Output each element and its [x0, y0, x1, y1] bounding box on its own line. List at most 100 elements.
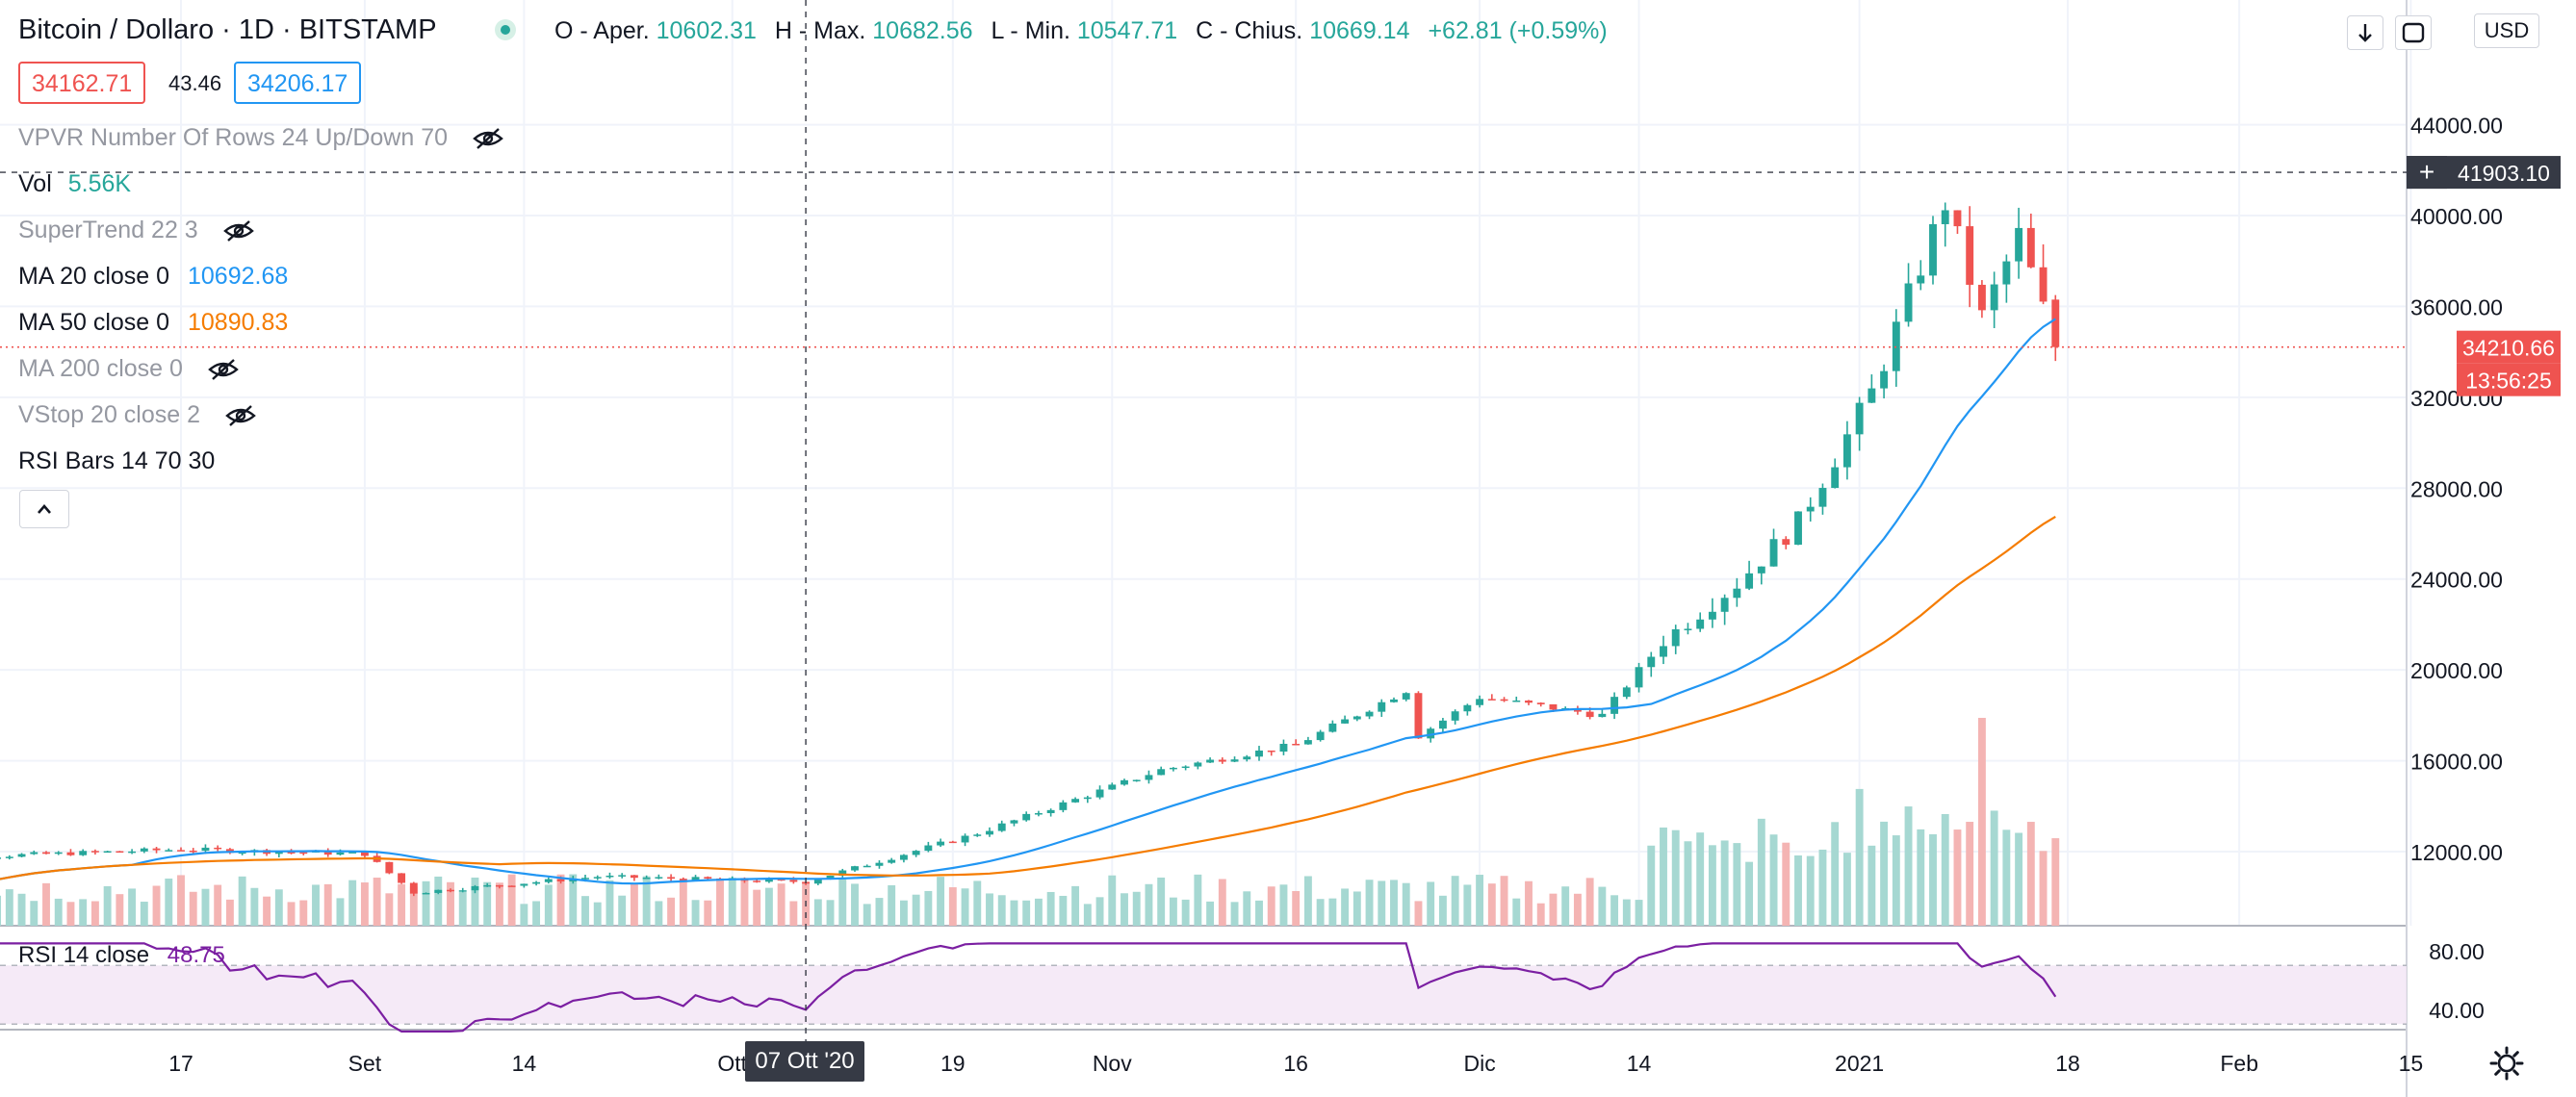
volume-bar [997, 895, 1006, 926]
candle [1769, 528, 1778, 567]
open-value: 10602.31 [656, 17, 757, 44]
volume-bar [471, 877, 479, 926]
volume-bar [2002, 829, 2011, 926]
eye-off-icon[interactable] [224, 404, 257, 427]
add-alert-box[interactable] [2407, 156, 2447, 190]
candle [630, 875, 638, 881]
candle [1647, 651, 1656, 677]
fullscreen-button[interactable] [2395, 15, 2432, 50]
currency-button[interactable]: USD [2474, 13, 2539, 48]
candle [1438, 717, 1447, 734]
candle [507, 885, 516, 887]
legend-vstop-label: VStop 20 close 2 [18, 401, 201, 428]
candle [458, 887, 467, 893]
volume-bar [201, 888, 210, 926]
symbol-title[interactable]: Bitcoin / Dollaro · 1D · BITSTAMP [18, 14, 437, 45]
legend-supertrend[interactable]: SuperTrend 22 3 [18, 214, 255, 246]
volume-bar [948, 887, 957, 926]
volume-bar [90, 901, 99, 926]
grid-lines [0, 0, 2412, 1097]
legend-vstop[interactable]: VStop 20 close 2 [18, 398, 257, 431]
collapse-legend-button[interactable] [19, 490, 69, 528]
legend-rsi-bars[interactable]: RSI Bars 14 70 30 [18, 445, 215, 477]
gear-icon[interactable] [2487, 1044, 2526, 1083]
volume-bar [605, 880, 614, 926]
high-value: 10682.56 [872, 17, 973, 44]
volume-bar [1966, 822, 1974, 926]
candle [1635, 662, 1643, 693]
candle [1610, 692, 1619, 720]
candle [1328, 720, 1337, 733]
candle [924, 841, 933, 853]
volume-bar [1402, 882, 1410, 926]
candle [66, 849, 75, 856]
candle [1733, 577, 1741, 607]
legend-supertrend-label: SuperTrend 22 3 [18, 217, 198, 243]
close-value: 10669.14 [1309, 17, 1410, 44]
rsi-legend[interactable]: RSI 14 close 48.75 [18, 942, 225, 969]
y-tick-label: 16000.00 [2410, 750, 2503, 775]
volume-bar [274, 889, 283, 926]
candle [1022, 811, 1031, 822]
crosshair [0, 0, 2407, 1041]
candle [1341, 715, 1350, 724]
volume-bar [1463, 884, 1472, 926]
candle [1831, 458, 1840, 489]
candle [899, 854, 908, 863]
legend-ma200[interactable]: MA 200 close 0 [18, 352, 240, 385]
price-axis[interactable]: 44000.0040000.0036000.0032000.0028000.00… [2407, 114, 2561, 1023]
volume-bar [986, 893, 993, 926]
candle [655, 874, 663, 880]
candle [274, 852, 283, 857]
candle [1303, 736, 1312, 745]
volume-bar [1977, 718, 1986, 926]
eye-off-icon[interactable] [472, 127, 504, 150]
volume-bar [1121, 893, 1128, 926]
volume-bar [1647, 845, 1656, 926]
candle [986, 827, 993, 837]
candle [1782, 536, 1790, 549]
buy-price-button[interactable]: 34206.17 [234, 62, 362, 104]
countdown-label: 13:56:25 [2465, 369, 2552, 394]
candle [1352, 715, 1361, 722]
candle [1463, 703, 1472, 716]
sell-price-button[interactable]: 34162.71 [18, 62, 146, 104]
legend-ma50[interactable]: MA 50 close 0 10890.83 [18, 306, 288, 339]
candle [1598, 709, 1607, 718]
volume-bar [838, 879, 847, 926]
volume-bar [1745, 861, 1754, 926]
legend-vpvr[interactable]: VPVR Number Of Rows 24 Up/Down 70 [18, 121, 504, 154]
volume-bar [1684, 841, 1692, 926]
candle [1671, 625, 1680, 654]
time-axis[interactable]: 17 Set 14 Ott 19 Nov 16 Dic 14 2021 18 Feb 15 [168, 1051, 2423, 1076]
candle [1267, 750, 1275, 756]
volume-bar [79, 899, 88, 926]
volume-bar [140, 902, 148, 926]
legend-vol-label: Vol [18, 170, 52, 197]
candle [189, 848, 197, 855]
volume-bar [1892, 835, 1900, 926]
volume-bar [1757, 818, 1765, 926]
volume-bar [409, 886, 418, 926]
y-tick-label: 20000.00 [2410, 658, 2503, 683]
eye-off-icon[interactable] [207, 358, 240, 381]
candle [1684, 623, 1692, 635]
plus-icon[interactable]: + [2419, 157, 2434, 187]
legend-ma20[interactable]: MA 20 close 0 10692.68 [18, 260, 288, 293]
eye-off-icon[interactable] [222, 219, 255, 242]
candle [1243, 754, 1251, 762]
legend-volume[interactable]: Vol 5.56K [18, 167, 131, 200]
volume-bar [520, 904, 528, 926]
volume-bar [1818, 849, 1827, 926]
volume-bar [789, 901, 798, 926]
y-tick-label: 28000.00 [2410, 476, 2503, 501]
candle [875, 860, 884, 869]
volume-bars [0, 718, 2060, 926]
candle [1929, 216, 1937, 285]
scroll-to-latest-button[interactable] [2347, 15, 2383, 50]
rsi-band [0, 965, 2407, 1025]
volume-bar [1536, 903, 1545, 926]
volume-bar [1292, 890, 1301, 926]
candle [1842, 421, 1851, 480]
